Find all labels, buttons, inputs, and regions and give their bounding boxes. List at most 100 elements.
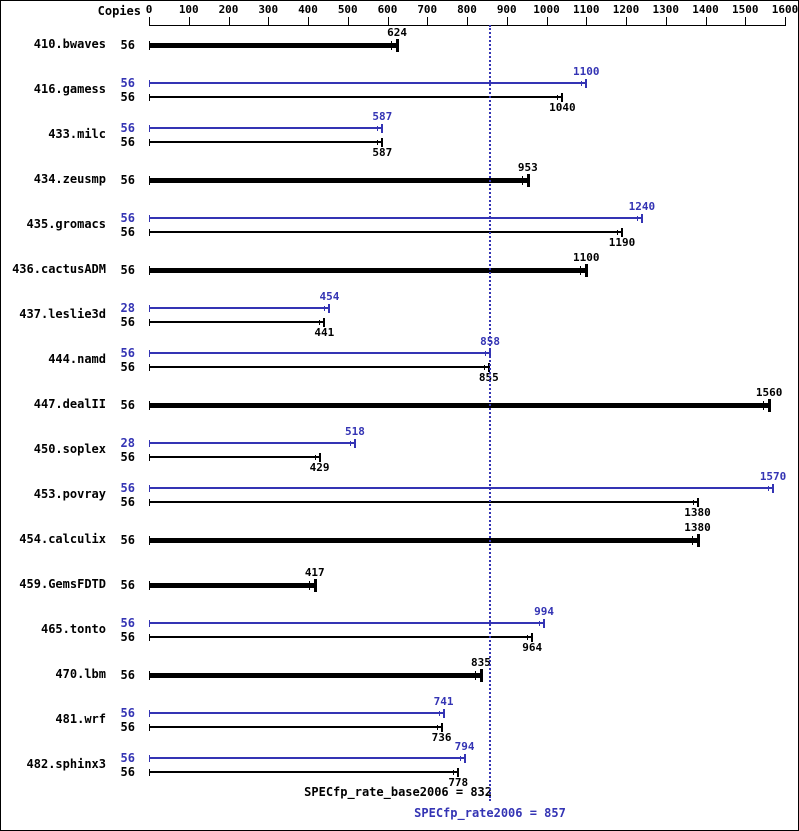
bar-start-tick	[149, 400, 150, 410]
copies-value: 56	[120, 173, 135, 187]
copies-value: 56	[120, 616, 135, 630]
copies-value: 56	[120, 706, 135, 720]
axis-tick-label: 1100	[573, 3, 600, 16]
bar-end-tick	[696, 497, 699, 507]
axis-tick-label: 900	[496, 3, 517, 16]
bar-end-tick	[768, 398, 772, 412]
bar-start-tick	[149, 723, 150, 731]
copies-value: 56	[120, 360, 135, 374]
bar-end-tick	[479, 668, 483, 682]
benchmark-label: 410.bwaves	[33, 37, 106, 51]
base-bar	[149, 366, 489, 368]
base-bar	[149, 537, 698, 543]
bar-value-label: 518	[344, 425, 365, 438]
bar-run-tick	[485, 350, 487, 356]
bar-value-label: 794	[454, 740, 475, 753]
copies-value: 56	[120, 76, 135, 90]
copies-value: 56	[120, 765, 135, 779]
bar-run-tick	[692, 499, 694, 505]
bar-start-tick	[149, 40, 150, 50]
peak-bar	[149, 307, 330, 309]
peak-bar	[149, 82, 587, 84]
peak-bar	[149, 712, 444, 714]
bar-value-label: 441	[314, 326, 335, 339]
base-bar	[149, 672, 481, 678]
bar-run-tick	[527, 634, 529, 640]
benchmark-label: 416.gamess	[33, 82, 106, 96]
copies-value: 56	[120, 263, 135, 277]
bar-value-label: 835	[470, 656, 491, 669]
bar-run-tick	[308, 580, 310, 590]
axis-tick-label: 0	[145, 3, 153, 16]
axis-tick-label: 200	[218, 3, 239, 16]
bar-start-tick	[149, 175, 150, 185]
bar-start-tick	[149, 79, 150, 87]
bar-run-tick	[349, 440, 351, 446]
peak-summary-label: SPECfp_rate2006 = 857	[414, 806, 566, 820]
bar-value-label: 953	[517, 161, 538, 174]
bar-start-tick	[149, 93, 150, 101]
benchmark-label: 436.cactusADM	[12, 262, 106, 276]
copies-value: 56	[120, 450, 135, 464]
bar-start-tick	[149, 484, 150, 492]
copies-value: 28	[120, 301, 135, 315]
axis-tick	[149, 17, 150, 25]
bar-value-label: 417	[304, 566, 325, 579]
copies-value: 56	[120, 135, 135, 149]
bar-start-tick	[149, 265, 150, 275]
axis-tick-label: 500	[337, 3, 358, 16]
bar-end-tick	[381, 137, 384, 147]
bar-run-tick	[438, 710, 440, 716]
axis-tick	[546, 17, 548, 25]
axis-tick	[387, 17, 389, 25]
bar-end-tick	[526, 173, 530, 187]
bar-end-tick	[640, 213, 643, 223]
peak-bar	[149, 757, 465, 759]
bar-value-label: 1100	[573, 251, 600, 264]
bar-start-tick	[149, 439, 150, 447]
axis-tick	[705, 17, 707, 25]
axis-tick	[268, 17, 270, 25]
bar-run-tick	[377, 139, 379, 145]
benchmark-label: 433.milc	[48, 127, 106, 141]
base-bar	[149, 771, 459, 773]
peak-bar	[149, 217, 642, 219]
reference-line	[488, 25, 491, 801]
benchmark-label: 450.soplex	[33, 442, 106, 456]
copies-value: 56	[120, 533, 135, 547]
bar-value-label: 1380	[684, 506, 711, 519]
bar-start-tick	[149, 768, 150, 776]
base-summary-label: SPECfp_rate_base2006 = 832	[304, 785, 492, 799]
bar-run-tick	[459, 755, 461, 761]
copies-value: 56	[120, 630, 135, 644]
bar-value-label: 624	[387, 26, 407, 39]
bar-end-tick	[585, 263, 589, 277]
bar-value-label: 964	[522, 641, 543, 654]
base-bar	[149, 267, 587, 273]
base-bar	[149, 582, 315, 588]
copies-value: 56	[120, 481, 135, 495]
bar-end-tick	[381, 123, 384, 133]
bar-value-label: 994	[534, 605, 555, 618]
bar-run-tick	[763, 400, 765, 410]
base-bar	[149, 456, 320, 458]
bar-value-label: 429	[309, 461, 330, 474]
bar-end-tick	[543, 618, 546, 628]
base-bar	[149, 636, 533, 638]
bar-start-tick	[149, 535, 150, 545]
axis-tick	[745, 17, 747, 25]
bar-run-tick	[453, 769, 455, 775]
axis-tick-label: 1200	[612, 3, 640, 16]
copies-value: 28	[120, 436, 135, 450]
axis-tick	[586, 17, 588, 25]
axis-tick-label: 700	[417, 3, 438, 16]
bar-run-tick	[636, 215, 638, 221]
base-bar	[149, 177, 528, 183]
bar-run-tick	[474, 670, 476, 680]
bar-start-tick	[149, 619, 150, 627]
bar-value-label: 587	[372, 110, 393, 123]
bar-end-tick	[561, 92, 564, 102]
bar-start-tick	[149, 318, 150, 326]
benchmark-label: 470.lbm	[55, 667, 106, 681]
bar-run-tick	[557, 94, 559, 100]
